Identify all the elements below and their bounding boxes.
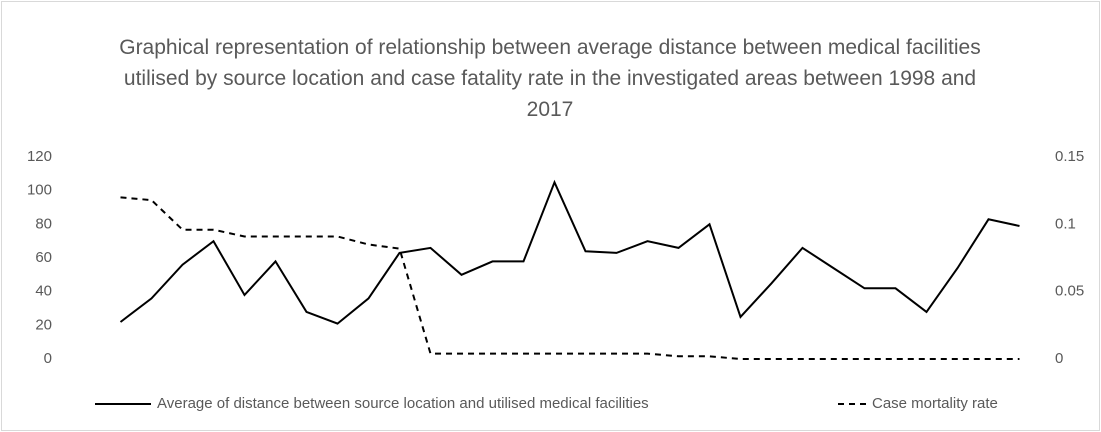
y-tick-label: 40 (35, 283, 52, 300)
y2-tick-label: 0.1 (1055, 215, 1076, 232)
y-tick-label: 100 (27, 182, 52, 199)
series-line (120, 196, 1020, 360)
series-line (119, 179, 1020, 325)
chart-title: Graphical representation of relationship… (119, 36, 981, 121)
y-tick-label: 0 (44, 350, 52, 367)
legend-label: Average of distance between source locat… (157, 395, 649, 412)
y-tick-label: 60 (35, 249, 52, 266)
y-tick-label: 80 (35, 215, 52, 232)
y2-tick-label: 0.15 (1055, 148, 1084, 165)
legend-label: Case mortality rate (872, 395, 998, 412)
y-tick-label: 20 (35, 316, 52, 333)
y2-tick-label: 0 (1055, 350, 1063, 367)
y-tick-label: 120 (27, 148, 52, 165)
y2-tick-label: 0.05 (1055, 283, 1084, 300)
